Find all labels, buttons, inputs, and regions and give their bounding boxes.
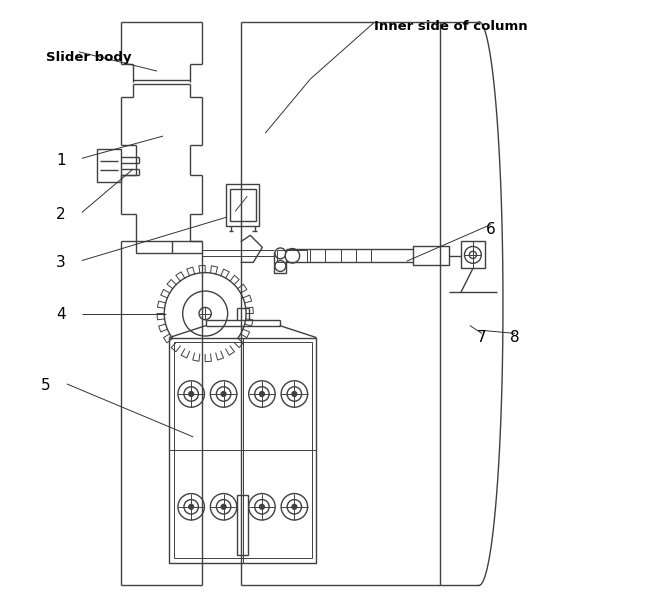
Text: 4: 4 [56, 308, 66, 322]
Circle shape [216, 387, 231, 401]
Circle shape [184, 387, 198, 401]
Circle shape [189, 504, 194, 509]
Text: 6: 6 [486, 222, 496, 237]
Circle shape [255, 499, 269, 514]
Circle shape [292, 391, 297, 396]
Circle shape [275, 260, 286, 271]
Circle shape [249, 380, 275, 407]
Bar [413, 246, 449, 265]
Text: 8: 8 [510, 330, 520, 345]
Circle shape [178, 380, 204, 407]
Text: 5: 5 [41, 378, 51, 393]
Text: 7: 7 [477, 330, 487, 345]
Circle shape [469, 251, 476, 259]
Circle shape [255, 387, 269, 401]
Bar [136, 241, 172, 253]
Circle shape [221, 504, 226, 509]
Circle shape [287, 387, 302, 401]
Circle shape [164, 273, 246, 355]
Circle shape [281, 494, 307, 520]
Circle shape [210, 494, 237, 520]
Bar [97, 150, 121, 182]
Circle shape [260, 504, 264, 509]
Circle shape [178, 494, 204, 520]
Text: Slider body: Slider body [46, 51, 131, 65]
Circle shape [281, 380, 307, 407]
Text: 3: 3 [56, 255, 66, 270]
Bar [174, 343, 311, 558]
Text: Inner side of column: Inner side of column [374, 20, 528, 33]
Circle shape [221, 391, 226, 396]
Circle shape [275, 248, 286, 259]
Circle shape [292, 504, 297, 509]
Bar [230, 189, 256, 221]
Circle shape [184, 499, 198, 514]
Circle shape [199, 308, 212, 320]
Circle shape [183, 291, 228, 336]
Bar [461, 241, 485, 268]
Bar [226, 184, 260, 226]
Circle shape [189, 391, 194, 396]
Bar [275, 251, 286, 273]
Circle shape [249, 494, 275, 520]
Bar [169, 338, 317, 563]
Text: 1: 1 [56, 153, 66, 168]
Circle shape [260, 391, 264, 396]
Circle shape [464, 247, 482, 264]
Circle shape [285, 248, 300, 263]
Text: 2: 2 [56, 207, 66, 222]
Circle shape [210, 380, 237, 407]
Circle shape [216, 499, 231, 514]
Bar [237, 495, 248, 555]
Circle shape [287, 499, 302, 514]
